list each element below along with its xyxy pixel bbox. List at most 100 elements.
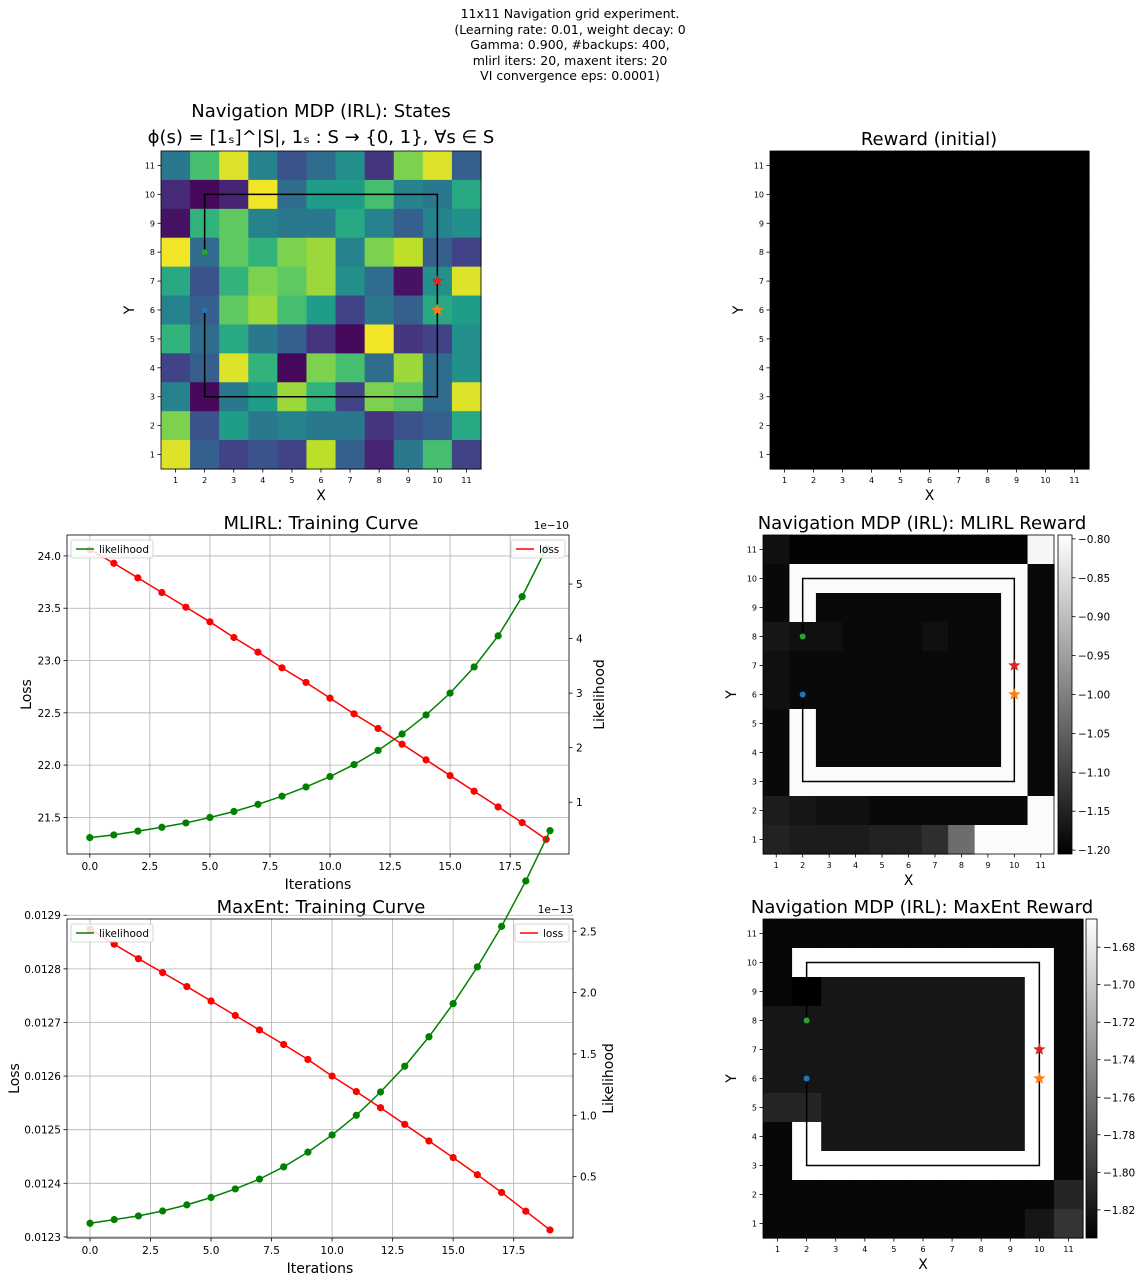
reward_initial-xtick-label-10: 10	[1040, 476, 1050, 485]
maxent_curve-ytick-label-0: 0.0123	[24, 1232, 61, 1244]
states-cell-8-3	[219, 237, 249, 268]
states-cell-5-1	[161, 324, 191, 354]
mlirl_curve-loss-point-2	[134, 574, 142, 582]
mlirl_reward-cell-9-8	[948, 593, 976, 623]
maxent_reward-ytick-label-7: 7	[752, 1046, 757, 1055]
mlirl_reward-ytick-label-2: 2	[752, 807, 757, 816]
maxent_reward-cell-9-1	[763, 977, 793, 1007]
maxent_curve-likelihood-line	[89, 830, 551, 1225]
states-cell-2-4	[248, 411, 278, 441]
reward_initial-xtick-label-5: 5	[898, 476, 903, 485]
reward_initial-cell-4-8	[973, 353, 1003, 383]
reward_initial-cell-8-5	[886, 237, 916, 268]
states-ytick-label-4: 4	[150, 364, 155, 373]
maxent_reward-cell-11-4	[850, 919, 880, 949]
mlirl_reward-cell-1-3	[815, 825, 843, 855]
states-cell-11-6	[306, 151, 337, 181]
mlirl_reward-cbar-label-4: −1.00	[1078, 690, 1110, 702]
mlirl_reward-cell-11-6	[895, 535, 923, 565]
maxent_reward-cell-9-7	[937, 977, 968, 1007]
maxent_reward-cell-7-11	[1053, 1035, 1084, 1065]
reward_initial-ytick-label-7: 7	[759, 277, 764, 286]
mlirl_reward-ytick-label-5: 5	[752, 720, 757, 729]
maxent_reward-cell-1-9	[995, 1209, 1026, 1239]
states-ytick-label-11: 11	[145, 161, 155, 170]
maxent_curve-xtick-label-5: 12.5	[381, 1245, 404, 1257]
maxent_reward-cbar-label-0: −1.68	[1103, 942, 1135, 954]
states-xtick-label-11: 11	[461, 476, 471, 485]
mlirl_reward-cell-9-7	[921, 593, 949, 623]
maxent_curve-loss-point-12	[376, 1104, 385, 1112]
reward_initial-cell-7-7	[944, 266, 974, 297]
maxent_curve-loss-point-11	[352, 1088, 360, 1096]
maxent_reward-xtick-label-6: 6	[920, 1245, 925, 1254]
mlirl_curve-likelihood-point-9	[302, 783, 310, 791]
mlirl_curve-xtick-label-5: 12.5	[378, 861, 401, 873]
mlirl_reward-cell-5-8	[948, 709, 976, 739]
mlirl_reward-xtick-label-1: 1	[774, 861, 779, 870]
mlirl_reward-cell-6-5	[868, 680, 896, 710]
mlirl_reward-cell-1-2	[789, 825, 817, 855]
states-cell-7-7	[335, 266, 366, 297]
reward_initial-cell-11-2	[799, 151, 829, 181]
mlirl_curve-ytick-label-1: 22.0	[38, 760, 61, 772]
mlirl_reward-cell-1-10	[1001, 825, 1029, 855]
maxent_curve-legend-left-label: likelihood	[99, 928, 149, 940]
reward_initial-cell-5-11	[1060, 324, 1090, 354]
maxent_curve-loss-point-18	[522, 1207, 530, 1215]
reward_initial-cell-5-5	[886, 324, 916, 354]
maxent_curve-loss-point-7	[255, 1026, 264, 1034]
maxent_reward-cell-2-3	[821, 1180, 851, 1210]
reward_initial-cell-5-10	[1031, 324, 1061, 354]
maxent_curve-ytick-label-6: 0.0129	[24, 910, 61, 922]
maxent_reward-cell-4-7	[937, 1122, 968, 1152]
mlirl_reward-cell-1-4	[842, 825, 870, 855]
maxent_curve-xtick-label-3: 7.5	[263, 1245, 280, 1257]
reward_initial-cell-3-1	[770, 382, 800, 412]
maxent_curve-loss-point-9	[304, 1055, 312, 1064]
states-cell-4-7	[335, 353, 366, 383]
states-cell-8-8	[364, 237, 395, 268]
mlirl_reward-ylabel: Y	[724, 690, 740, 700]
mlirl_curve-legend-right-box	[510, 539, 566, 559]
states-cell-5-9	[393, 324, 424, 354]
maxent_reward-cell-8-3	[821, 1006, 851, 1036]
reward_initial-cell-3-3	[828, 382, 858, 412]
maxent_reward-cbar-label-2: −1.72	[1103, 1017, 1135, 1029]
mlirl_curve-likelihood-point-0	[86, 834, 94, 842]
states-ytick-label-6: 6	[150, 306, 155, 315]
mlirl_curve-likelihood-point-15	[446, 689, 454, 697]
mlirl_curve-loss-point-5	[206, 618, 214, 626]
reward_initial-cell-9-5	[886, 208, 916, 239]
maxent_reward-cell-8-5	[879, 1006, 910, 1036]
mlirl_reward-cell-1-1	[763, 825, 791, 855]
maxent_reward-ytick-label-10: 10	[747, 959, 757, 968]
mlirl_curve-loss-point-8	[278, 664, 286, 672]
mlirl_reward-ytick-label-7: 7	[752, 662, 757, 671]
reward_initial-cell-1-9	[1002, 440, 1032, 470]
maxent_reward-xtick-label-3: 3	[833, 1245, 838, 1254]
reward_initial-cell-11-3	[828, 151, 858, 181]
states-cell-5-7	[335, 324, 366, 354]
mlirl_reward-cell-5-5	[868, 709, 896, 739]
states-path-line	[203, 193, 439, 398]
maxent_reward-xtick-label-1: 1	[775, 1245, 780, 1254]
maxent_reward-cell-8-6	[908, 1006, 939, 1036]
mlirl_reward-cell-8-7	[921, 622, 949, 652]
states-ytick-label-3: 3	[150, 393, 155, 402]
mlirl_reward-cell-4-7	[921, 738, 949, 768]
states-marker-dot-1	[201, 307, 208, 313]
states-cell-4-9	[393, 353, 424, 383]
maxent_reward-cell-5-8	[966, 1093, 997, 1123]
mlirl_reward-xlabel: X	[904, 873, 914, 889]
reward_initial-cell-10-7	[944, 179, 974, 210]
maxent_reward-cbar-label-5: −1.78	[1103, 1130, 1135, 1142]
mlirl_curve-loss-point-6	[230, 633, 238, 642]
mlirl_reward-cell-7-11	[1027, 651, 1055, 681]
mlirl_reward-cbar-label-6: −1.10	[1078, 767, 1110, 779]
maxent_reward-cell-11-8	[966, 919, 997, 949]
maxent_curve-frame	[66, 918, 574, 1239]
maxent_reward-cell-7-1	[763, 1035, 793, 1065]
reward_initial-cell-4-4	[857, 353, 887, 383]
states-xtick-label-1: 1	[173, 476, 178, 485]
